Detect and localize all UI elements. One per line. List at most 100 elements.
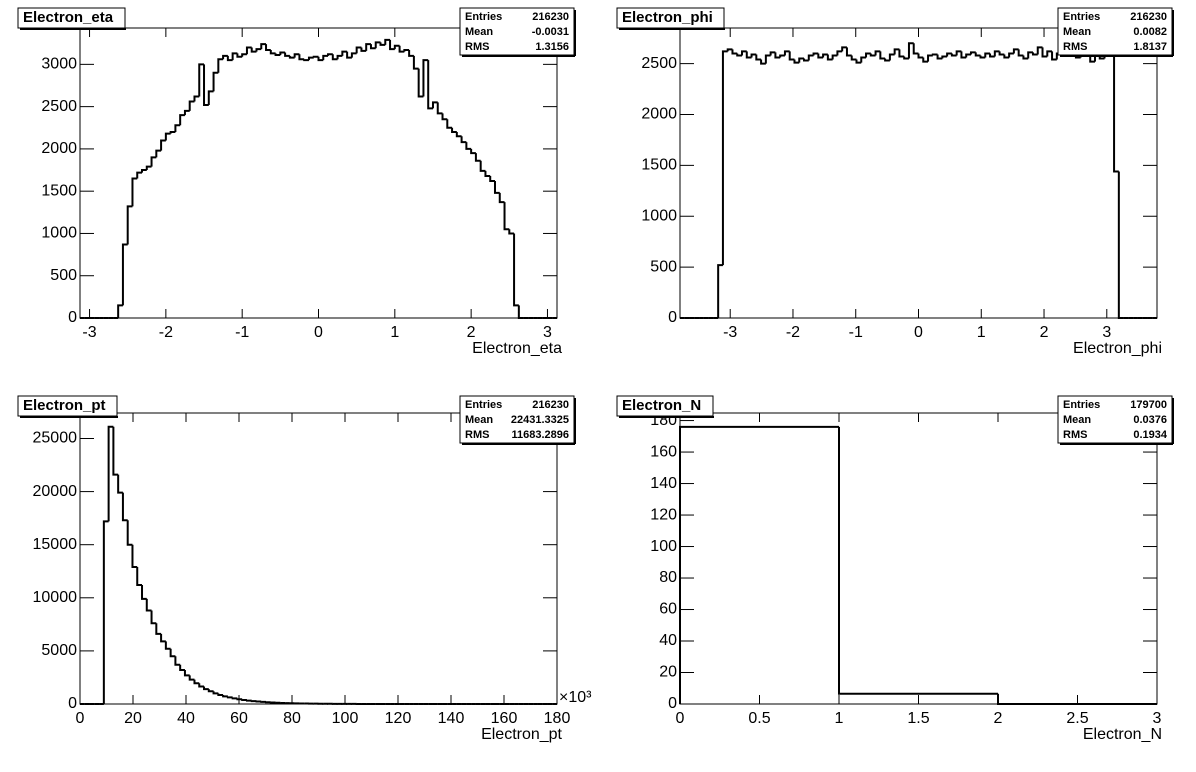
histogram-bin — [360, 47, 367, 52]
x-tick-label: 60 — [230, 710, 248, 727]
y-tick-label: 10000 — [33, 589, 78, 606]
histogram-bin — [869, 53, 876, 57]
histogram-bin — [269, 49, 276, 55]
stats-value: -0.0031 — [532, 26, 569, 38]
histogram-bin — [455, 131, 462, 138]
stats-box — [1057, 395, 1173, 444]
histogram-bin — [1113, 47, 1119, 173]
histogram-bin — [346, 51, 352, 59]
histogram-bin — [741, 50, 747, 56]
histogram-bin — [974, 52, 981, 57]
histogram-bin — [826, 54, 833, 61]
histogram-bin — [417, 68, 424, 98]
stats-value: 11683.2896 — [511, 429, 569, 441]
histogram-bin — [798, 57, 805, 63]
histogram-bin — [183, 670, 190, 677]
histogram-bin — [950, 53, 957, 57]
histogram-bin — [493, 181, 500, 194]
histogram-bin — [479, 160, 486, 172]
histogram-bin — [327, 53, 333, 56]
histogram-bin — [793, 59, 800, 64]
histogram-bin — [393, 44, 400, 50]
histogram-bin — [374, 41, 381, 49]
y-tick-label: 20 — [659, 664, 677, 681]
x-tick-label: -3 — [82, 324, 96, 341]
histogram-bin — [736, 53, 743, 57]
histogram-bin — [179, 664, 185, 672]
histogram-bin — [717, 264, 723, 318]
stats-value: 0.1934 — [1133, 429, 1168, 441]
histogram-bin — [245, 699, 252, 702]
histogram-bin — [436, 102, 443, 115]
stats-name: Mean — [1063, 26, 1091, 38]
x-tick-label: -1 — [235, 324, 249, 341]
stats-value: 0.0082 — [1133, 26, 1167, 38]
chart-title: Electron_N — [622, 397, 701, 414]
histogram-bin — [384, 38, 391, 45]
histogram-bin — [936, 54, 943, 60]
histogram-bin — [141, 169, 147, 173]
histogram-bin — [336, 54, 343, 60]
histogram-bin — [222, 54, 228, 60]
histogram-bin — [188, 100, 195, 111]
histogram-bin — [903, 56, 909, 60]
stats-value: 216230 — [532, 399, 569, 411]
histogram-bin — [979, 55, 986, 59]
y-tick-label: 20000 — [33, 483, 78, 500]
histogram-bin — [726, 48, 733, 52]
histogram-bin — [236, 53, 243, 58]
histogram-bin — [855, 59, 862, 64]
histogram-bin — [760, 59, 766, 65]
y-tick-label: 1000 — [41, 225, 77, 242]
histogram-bin — [117, 474, 123, 494]
histogram-bin — [408, 49, 414, 57]
histogram-bin — [1012, 48, 1019, 54]
x-tick-label: 0 — [914, 324, 923, 341]
histogram-bin — [721, 50, 728, 266]
histogram-bin — [841, 46, 847, 52]
histogram-bin — [389, 39, 395, 51]
histogram-bin — [160, 633, 166, 643]
x-tick-label: -2 — [159, 324, 173, 341]
histogram-bin — [955, 50, 962, 56]
x-tick-label: 2 — [994, 710, 1003, 727]
x-tick-label: 160 — [491, 710, 518, 727]
histogram-bin — [412, 55, 419, 70]
y-tick-label: 500 — [650, 258, 677, 275]
histogram-bin — [769, 51, 776, 56]
x-tick-label: 2 — [467, 324, 476, 341]
histogram-bin — [260, 43, 267, 50]
histogram-bin — [745, 51, 752, 59]
histogram-bin — [850, 55, 857, 61]
histogram-bin — [193, 95, 200, 102]
histogram-bin — [160, 139, 166, 151]
x-tick-label: 2 — [1040, 324, 1049, 341]
histogram-bin — [169, 648, 176, 658]
histogram-bin — [984, 52, 991, 58]
histogram-bin — [245, 46, 252, 55]
histogram-bin — [231, 52, 238, 61]
histogram-bin — [731, 49, 738, 55]
histogram-bin — [446, 119, 453, 129]
histogram-bin — [150, 610, 157, 625]
histogram-bin — [155, 149, 162, 158]
chart-title: Electron_phi — [622, 9, 713, 26]
x-tick-label: 80 — [283, 710, 301, 727]
histogram-bin — [788, 51, 795, 61]
histogram-bin — [912, 43, 919, 55]
histogram-bin — [331, 54, 338, 61]
y-tick-label: 500 — [50, 267, 77, 284]
histogram-bin — [250, 47, 257, 53]
stats-name: Entries — [1063, 399, 1100, 411]
histogram-bin — [865, 52, 871, 58]
histogram-bin — [198, 683, 205, 688]
histogram-bin — [965, 53, 971, 58]
histogram-bin — [831, 54, 838, 60]
histogram-bin — [989, 53, 995, 58]
histogram-bin — [126, 520, 133, 546]
histogram-bin — [312, 55, 319, 58]
y-tick-label: 3000 — [41, 56, 77, 73]
stats-value: 216230 — [532, 11, 569, 23]
histogram-bin — [164, 132, 171, 141]
histogram-bin — [198, 63, 205, 97]
